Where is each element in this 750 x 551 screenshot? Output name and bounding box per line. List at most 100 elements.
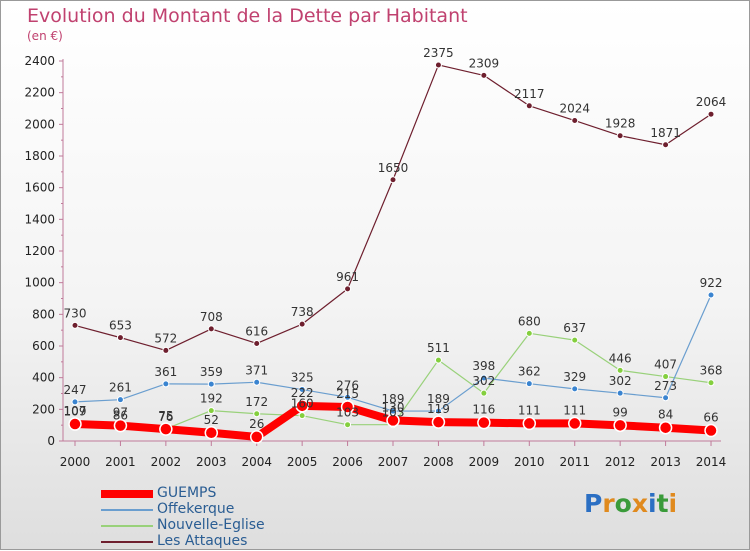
logo-letter: i: [648, 489, 657, 518]
data-label-les-attaques: 572: [154, 331, 177, 345]
data-label-offekerque: 329: [563, 370, 586, 384]
data-point-offekerque: [616, 389, 624, 397]
data-point-les-attaques: [616, 132, 624, 140]
data-label-guemps: 222: [291, 386, 314, 400]
data-label-offekerque: 247: [64, 383, 87, 397]
data-label-guemps: 215: [336, 387, 359, 401]
data-point-nouvelle-eglise: [662, 373, 670, 381]
data-label-offekerque: 261: [109, 381, 132, 395]
data-label-offekerque: 302: [609, 374, 632, 388]
data-point-offekerque: [571, 385, 579, 393]
y-tick-label: 2400: [24, 54, 55, 68]
data-label-nouvelle-eglise: 446: [609, 351, 632, 365]
data-label-nouvelle-eglise: 637: [563, 321, 586, 335]
y-tick-label: 1200: [24, 244, 55, 258]
data-label-guemps: 66: [703, 411, 718, 425]
data-point-offekerque: [162, 380, 170, 388]
x-tick-label: 2008: [423, 455, 454, 469]
data-point-guemps: [704, 423, 718, 438]
logo-letter: x: [631, 489, 648, 518]
legend-label-nouvelle-eglise: Nouvelle-Eglise: [157, 517, 265, 533]
data-point-guemps: [431, 415, 446, 429]
data-label-guemps: 130: [382, 400, 405, 414]
data-point-offekerque: [298, 386, 306, 394]
logo-letter: o: [614, 489, 632, 518]
legend-label-offekerque: Offekerque: [157, 501, 235, 517]
series-les-attaques: [71, 61, 715, 354]
y-tick-label: 400: [32, 371, 55, 385]
data-point-les-attaques: [207, 325, 215, 333]
data-label-offekerque: 359: [200, 365, 223, 379]
logo-letter: P: [584, 489, 603, 518]
y-tick-label: 2000: [24, 117, 55, 131]
x-tick-label: 2002: [151, 455, 182, 469]
data-point-guemps: [658, 420, 673, 435]
y-tick-label: 1000: [24, 276, 55, 290]
x-tick-label: 2007: [378, 455, 409, 469]
chart-unit-label: (en €): [27, 29, 63, 43]
data-point-guemps: [567, 416, 582, 431]
data-label-les-attaques: 961: [336, 270, 359, 284]
data-label-offekerque: 362: [518, 365, 541, 379]
legend-item-les-attaques: Les Attaques: [101, 533, 361, 551]
data-point-les-attaques: [253, 339, 261, 347]
data-point-les-attaques: [525, 102, 533, 110]
data-label-nouvelle-eglise: 86: [113, 408, 128, 422]
data-point-guemps: [249, 430, 264, 444]
data-label-guemps: 116: [472, 403, 495, 417]
y-tick-label: 1400: [24, 212, 55, 226]
data-label-nouvelle-eglise: 680: [518, 314, 541, 328]
x-tick-label: 2005: [287, 455, 318, 469]
data-point-nouvelle-eglise: [571, 336, 579, 344]
logo-letter: r: [602, 489, 615, 518]
data-label-offekerque: 371: [245, 363, 268, 377]
chart-data-labels: 730 653 572 708 616 738 961 1650 2375 2309 2117 202…: [64, 46, 727, 431]
data-point-nouvelle-eglise: [525, 329, 533, 337]
data-label-offekerque: 189: [382, 392, 405, 406]
x-tick-label: 2013: [650, 455, 681, 469]
data-point-les-attaques: [71, 321, 79, 329]
data-point-les-attaques: [162, 346, 170, 354]
data-label-nouvelle-eglise: 192: [200, 392, 223, 406]
data-point-offekerque: [116, 396, 124, 404]
data-point-nouvelle-eglise: [298, 412, 306, 420]
series-guemps: [68, 399, 718, 444]
x-tick-label: 2012: [605, 455, 636, 469]
legend-label-les-attaques: Les Attaques: [157, 533, 248, 549]
y-tick-label: 800: [32, 307, 55, 321]
data-label-offekerque: 325: [291, 371, 314, 385]
x-tick-label: 2006: [332, 455, 363, 469]
y-tick-label: 1800: [24, 149, 55, 163]
y-tick-label: 2200: [24, 86, 55, 100]
legend-label-guemps: GUEMPS: [157, 485, 217, 501]
data-label-nouvelle-eglise: 172: [245, 395, 268, 409]
legend-item-offekerque: Offekerque: [101, 501, 361, 519]
data-label-les-attaques: 1871: [650, 126, 681, 140]
data-label-nouvelle-eglise: 109: [64, 405, 87, 419]
data-label-les-attaques: 2309: [469, 56, 500, 70]
data-label-guemps: 119: [427, 402, 450, 416]
series-offekerque: [71, 291, 715, 415]
data-label-les-attaques: 708: [200, 310, 223, 324]
data-label-offekerque: 276: [336, 378, 359, 392]
data-label-nouvelle-eglise: 160: [291, 397, 314, 411]
proxiti-logo: Proxiti: [584, 489, 677, 518]
chart-title: Evolution du Montant de la Dette par Hab…: [27, 5, 468, 27]
data-point-les-attaques: [298, 320, 306, 328]
data-point-offekerque: [525, 380, 533, 388]
data-point-les-attaques: [707, 110, 715, 118]
data-point-offekerque: [253, 378, 261, 386]
data-point-guemps: [522, 416, 537, 431]
data-label-les-attaques: 1928: [605, 117, 636, 131]
data-point-les-attaques: [389, 176, 397, 184]
data-label-guemps: 107: [64, 404, 87, 418]
y-tick-label: 200: [32, 402, 55, 416]
legend-item-nouvelle-eglise: Nouvelle-Eglise: [101, 517, 361, 535]
data-label-les-attaques: 616: [245, 324, 268, 338]
x-tick-label: 2014: [696, 455, 727, 469]
data-label-les-attaques: 1650: [378, 161, 409, 175]
data-label-guemps: 75: [158, 409, 173, 423]
data-point-guemps: [613, 418, 627, 433]
legend-swatch-les-attaques: [101, 541, 153, 543]
x-tick-label: 2003: [196, 455, 227, 469]
